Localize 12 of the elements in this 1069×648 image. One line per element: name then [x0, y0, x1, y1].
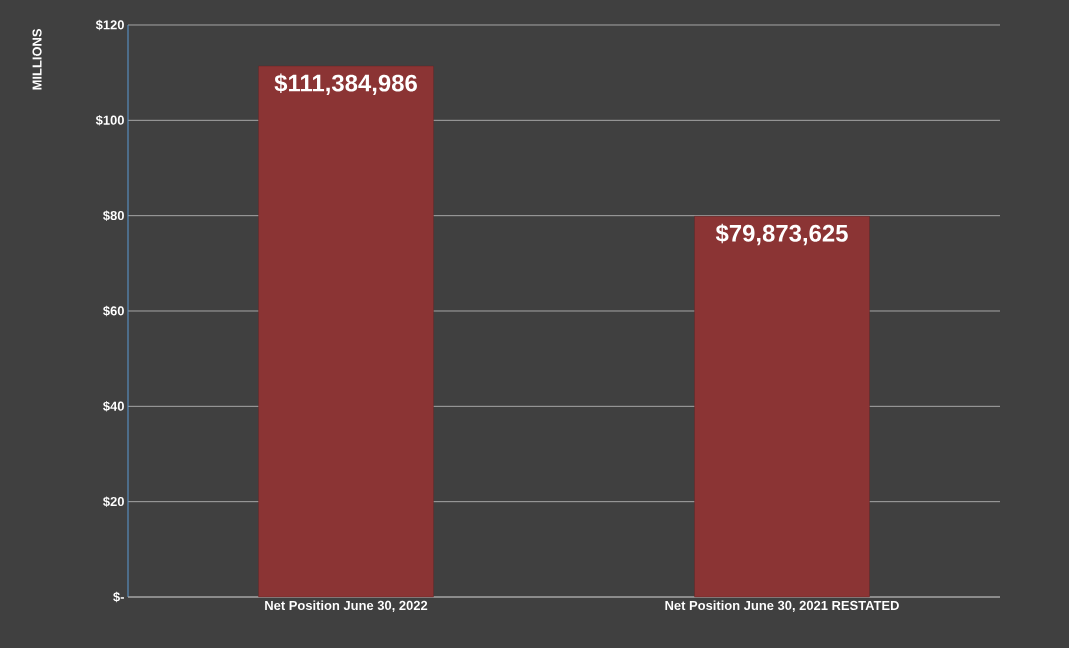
y-tick-label: $-: [113, 591, 124, 603]
annotation: $111,384,986: [274, 73, 417, 96]
y-tick-label: $120: [95, 19, 124, 31]
y-tick-label: $100: [95, 115, 124, 126]
y-axis-title: MILLIONS: [32, 29, 42, 90]
y-tick-label: $20: [103, 496, 124, 507]
x-tick-label: Net Position June 30, 2022: [265, 600, 428, 612]
y-tick-label: $40: [103, 401, 124, 412]
annotation: $79,873,625: [715, 223, 848, 246]
y-tick-label: $80: [103, 210, 124, 221]
y-tick-label: $60: [103, 305, 124, 317]
x-tick-label: Net Position June 30, 2021 RESTATED: [665, 600, 899, 612]
